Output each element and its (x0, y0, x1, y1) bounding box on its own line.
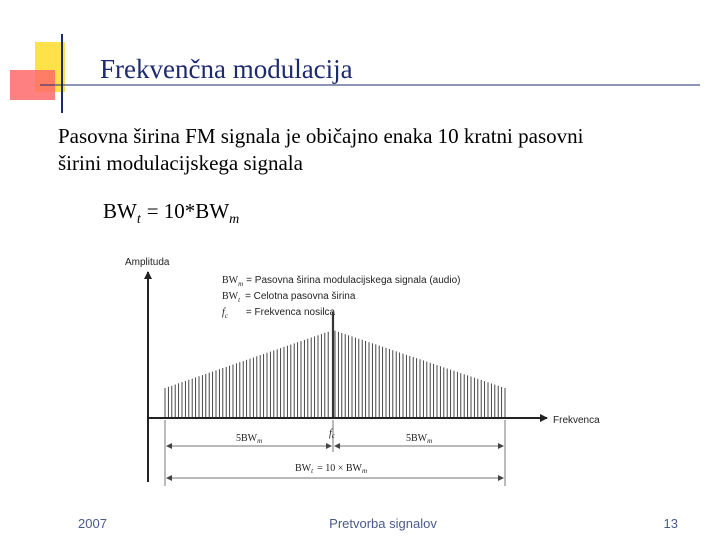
dim-label: BWt = 10 × BWm (295, 463, 367, 475)
dim-text: = 10 × BW (317, 463, 362, 474)
formula: BWt = 10*BWm (103, 199, 239, 227)
dim-label: 5BWm (236, 433, 262, 445)
formula-middle: = 10*BW (147, 199, 230, 223)
dim-label: fc (329, 428, 336, 440)
dim-text: f (329, 428, 333, 439)
legend-entry: fc = Frekvenca nosilca (222, 307, 336, 320)
dim-sub: m (362, 467, 367, 475)
dim-text: 5BW (236, 433, 258, 444)
legend-entry: BWm = Pasovna širina modulacijskega signa… (222, 275, 460, 288)
footer-right: 13 (664, 516, 678, 531)
dim-label: 5BWm (406, 433, 432, 445)
legend-text: = Celotna pasovna širina (245, 291, 356, 302)
legend-sub: c (225, 312, 229, 320)
y-axis-label: Amplituda (125, 257, 170, 268)
dim-sub: c (332, 432, 336, 440)
formula-sub: m (229, 212, 239, 227)
spectrum-figure: Amplituda Frekvenca BWm = Pasovna širina … (125, 257, 600, 486)
dim-sub: m (427, 437, 432, 445)
legend-sub: t (238, 296, 241, 304)
legend-symbol: f (222, 307, 226, 318)
legend-symbol: BW (222, 291, 239, 302)
legend-symbol: BW (222, 275, 239, 286)
dim-sub: m (257, 437, 262, 445)
formula-lhs: BW (103, 199, 137, 223)
legend-sub: m (238, 280, 243, 288)
dim-sub: t (311, 467, 314, 475)
footer-center: Pretvorba signalov (329, 516, 437, 531)
legend: BWm = Pasovna širina modulacijskega signa… (222, 275, 460, 320)
spectral-lines (164, 312, 506, 417)
formula-sub: t (137, 212, 142, 227)
legend-text: = Pasovna širina modulacijskega signala … (246, 275, 460, 286)
dim-text: BW (295, 463, 312, 474)
x-axis-label: Frekvenca (553, 415, 600, 426)
title: Frekvenčna modulacija (100, 54, 353, 84)
footer: 2007 Pretvorba signalov 13 (78, 516, 678, 531)
legend-entry: BWt = Celotna pasovna širina (222, 291, 356, 304)
dim-text: 5BW (406, 433, 428, 444)
body-line: Pasovna širina FM signala je običajno en… (58, 124, 584, 148)
body-line: širini modulacijskega signala (58, 151, 304, 175)
footer-left: 2007 (78, 516, 107, 531)
legend-text: = Frekvenca nosilca (246, 307, 336, 318)
